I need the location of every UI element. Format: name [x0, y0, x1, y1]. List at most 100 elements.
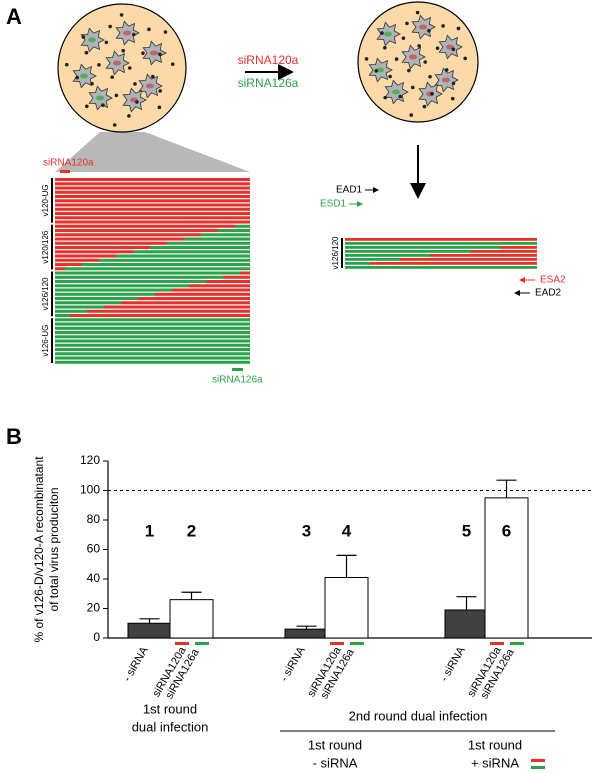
nucleus — [392, 89, 400, 95]
bar — [169, 599, 214, 639]
sequence — [55, 275, 223, 279]
sequence — [55, 250, 133, 254]
sequence — [172, 288, 250, 292]
virus — [398, 94, 403, 99]
virus — [131, 32, 136, 37]
virus — [114, 93, 119, 98]
nucleus — [150, 50, 158, 56]
y-tick-label: 80 — [87, 512, 101, 526]
sequence — [470, 250, 537, 253]
virus — [121, 48, 125, 53]
sequence — [55, 309, 87, 313]
bar-number: 5 — [462, 521, 471, 540]
arrow-label: siRNA120a — [238, 53, 299, 67]
group-label: v126/120 — [41, 277, 50, 310]
y-tick-label: 120 — [80, 453, 100, 467]
virus — [157, 105, 162, 110]
sequence — [55, 318, 250, 322]
virus — [383, 95, 388, 100]
virus — [450, 96, 455, 101]
sequence — [99, 258, 250, 262]
virus — [163, 30, 168, 34]
virus — [428, 74, 432, 79]
sequence — [70, 314, 250, 318]
primer-label: ESD1 — [320, 199, 347, 210]
nucleus — [123, 30, 131, 36]
x-tick-label: - siRNA — [278, 644, 308, 683]
group-label: 2nd round dual infection — [349, 708, 488, 723]
group-label: 1st round — [468, 737, 522, 752]
virus — [150, 74, 155, 79]
nucleus — [409, 54, 417, 60]
sequence — [55, 322, 250, 326]
bar — [127, 622, 172, 639]
sequence — [184, 237, 250, 241]
sequence — [218, 229, 250, 233]
bar — [444, 609, 489, 639]
sequence — [55, 237, 184, 241]
sequence — [55, 203, 250, 207]
group-label: + siRNA — [471, 755, 519, 770]
sequence — [55, 352, 250, 356]
cell-plates — [57, 1, 479, 133]
virus — [374, 69, 379, 73]
sequence — [55, 331, 250, 335]
virus — [127, 114, 131, 118]
sequence — [55, 356, 250, 360]
virus — [81, 35, 86, 39]
sequence — [55, 212, 250, 216]
sirna-target — [60, 170, 70, 173]
sequence — [345, 254, 430, 257]
sequence — [430, 254, 537, 257]
bar-number: 2 — [187, 521, 196, 540]
primer-label: EAD2 — [535, 288, 562, 299]
sirna-label: siRNA126a — [212, 375, 263, 386]
sequence — [235, 224, 250, 228]
virus — [104, 40, 109, 45]
sequence — [345, 242, 537, 245]
x-tick-label: - siRNA — [438, 644, 468, 683]
bar-number: 4 — [342, 521, 352, 540]
sequence — [55, 292, 155, 296]
group-label: 1st round — [143, 701, 197, 716]
virus — [119, 13, 124, 17]
group-label: 1st round — [308, 737, 362, 752]
sequence — [55, 297, 138, 301]
nucleus — [384, 31, 392, 37]
alignments: v120-UG v120/126 v126/120 v126-UG — [41, 178, 537, 364]
chart: 0 20 40 60 80 100 120 % of v126-D/v120-A recomb… — [32, 453, 592, 770]
sequence — [155, 292, 250, 296]
virus — [158, 52, 162, 57]
sequence — [55, 207, 250, 211]
virus — [97, 63, 101, 67]
sequence — [201, 233, 250, 237]
nucleus — [80, 73, 88, 79]
sirna-target — [232, 368, 243, 371]
sequence — [65, 267, 250, 271]
sequence — [55, 326, 250, 330]
virus — [401, 36, 406, 40]
virus — [90, 81, 94, 86]
virus — [427, 29, 431, 33]
sequence — [133, 250, 250, 254]
bar — [484, 497, 529, 639]
virus — [394, 57, 399, 61]
sequence — [55, 229, 218, 233]
sequence — [240, 271, 250, 275]
sequence — [55, 271, 240, 275]
virus — [170, 62, 175, 66]
sequence — [500, 246, 537, 249]
virus — [133, 82, 137, 86]
group-label: v126/120 — [331, 236, 340, 269]
sequence — [55, 314, 70, 318]
sirna-marker — [175, 642, 189, 645]
virus — [456, 26, 461, 31]
group-label: v120-UG — [41, 184, 50, 216]
virus — [441, 24, 445, 28]
sequence — [138, 297, 250, 301]
sequence — [345, 266, 537, 269]
sequence — [345, 250, 470, 253]
primer-label: ESA2 — [540, 275, 566, 286]
zoom-wedge — [55, 132, 250, 172]
